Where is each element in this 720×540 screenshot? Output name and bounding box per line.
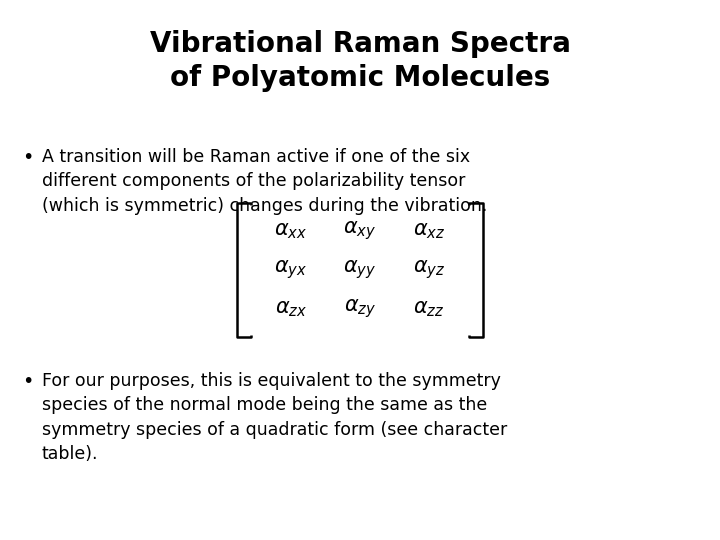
Text: $\alpha_{yy}$: $\alpha_{yy}$ — [343, 259, 377, 281]
Text: $\alpha_{yz}$: $\alpha_{yz}$ — [413, 259, 445, 281]
Text: Vibrational Raman Spectra
of Polyatomic Molecules: Vibrational Raman Spectra of Polyatomic … — [150, 30, 570, 91]
Text: $\alpha_{yx}$: $\alpha_{yx}$ — [274, 259, 307, 281]
Text: $\alpha_{zx}$: $\alpha_{zx}$ — [275, 299, 307, 319]
Text: $\alpha_{zz}$: $\alpha_{zz}$ — [413, 299, 445, 319]
Text: •: • — [22, 148, 33, 167]
Text: $\alpha_{zy}$: $\alpha_{zy}$ — [344, 298, 376, 320]
Text: $\alpha_{xy}$: $\alpha_{xy}$ — [343, 220, 377, 242]
Text: A transition will be Raman active if one of the six
different components of the : A transition will be Raman active if one… — [42, 148, 487, 214]
Text: •: • — [22, 372, 33, 391]
Text: For our purposes, this is equivalent to the symmetry
species of the normal mode : For our purposes, this is equivalent to … — [42, 372, 508, 463]
Text: $\alpha_{xz}$: $\alpha_{xz}$ — [413, 221, 445, 241]
Text: $\alpha_{xx}$: $\alpha_{xx}$ — [274, 221, 307, 241]
